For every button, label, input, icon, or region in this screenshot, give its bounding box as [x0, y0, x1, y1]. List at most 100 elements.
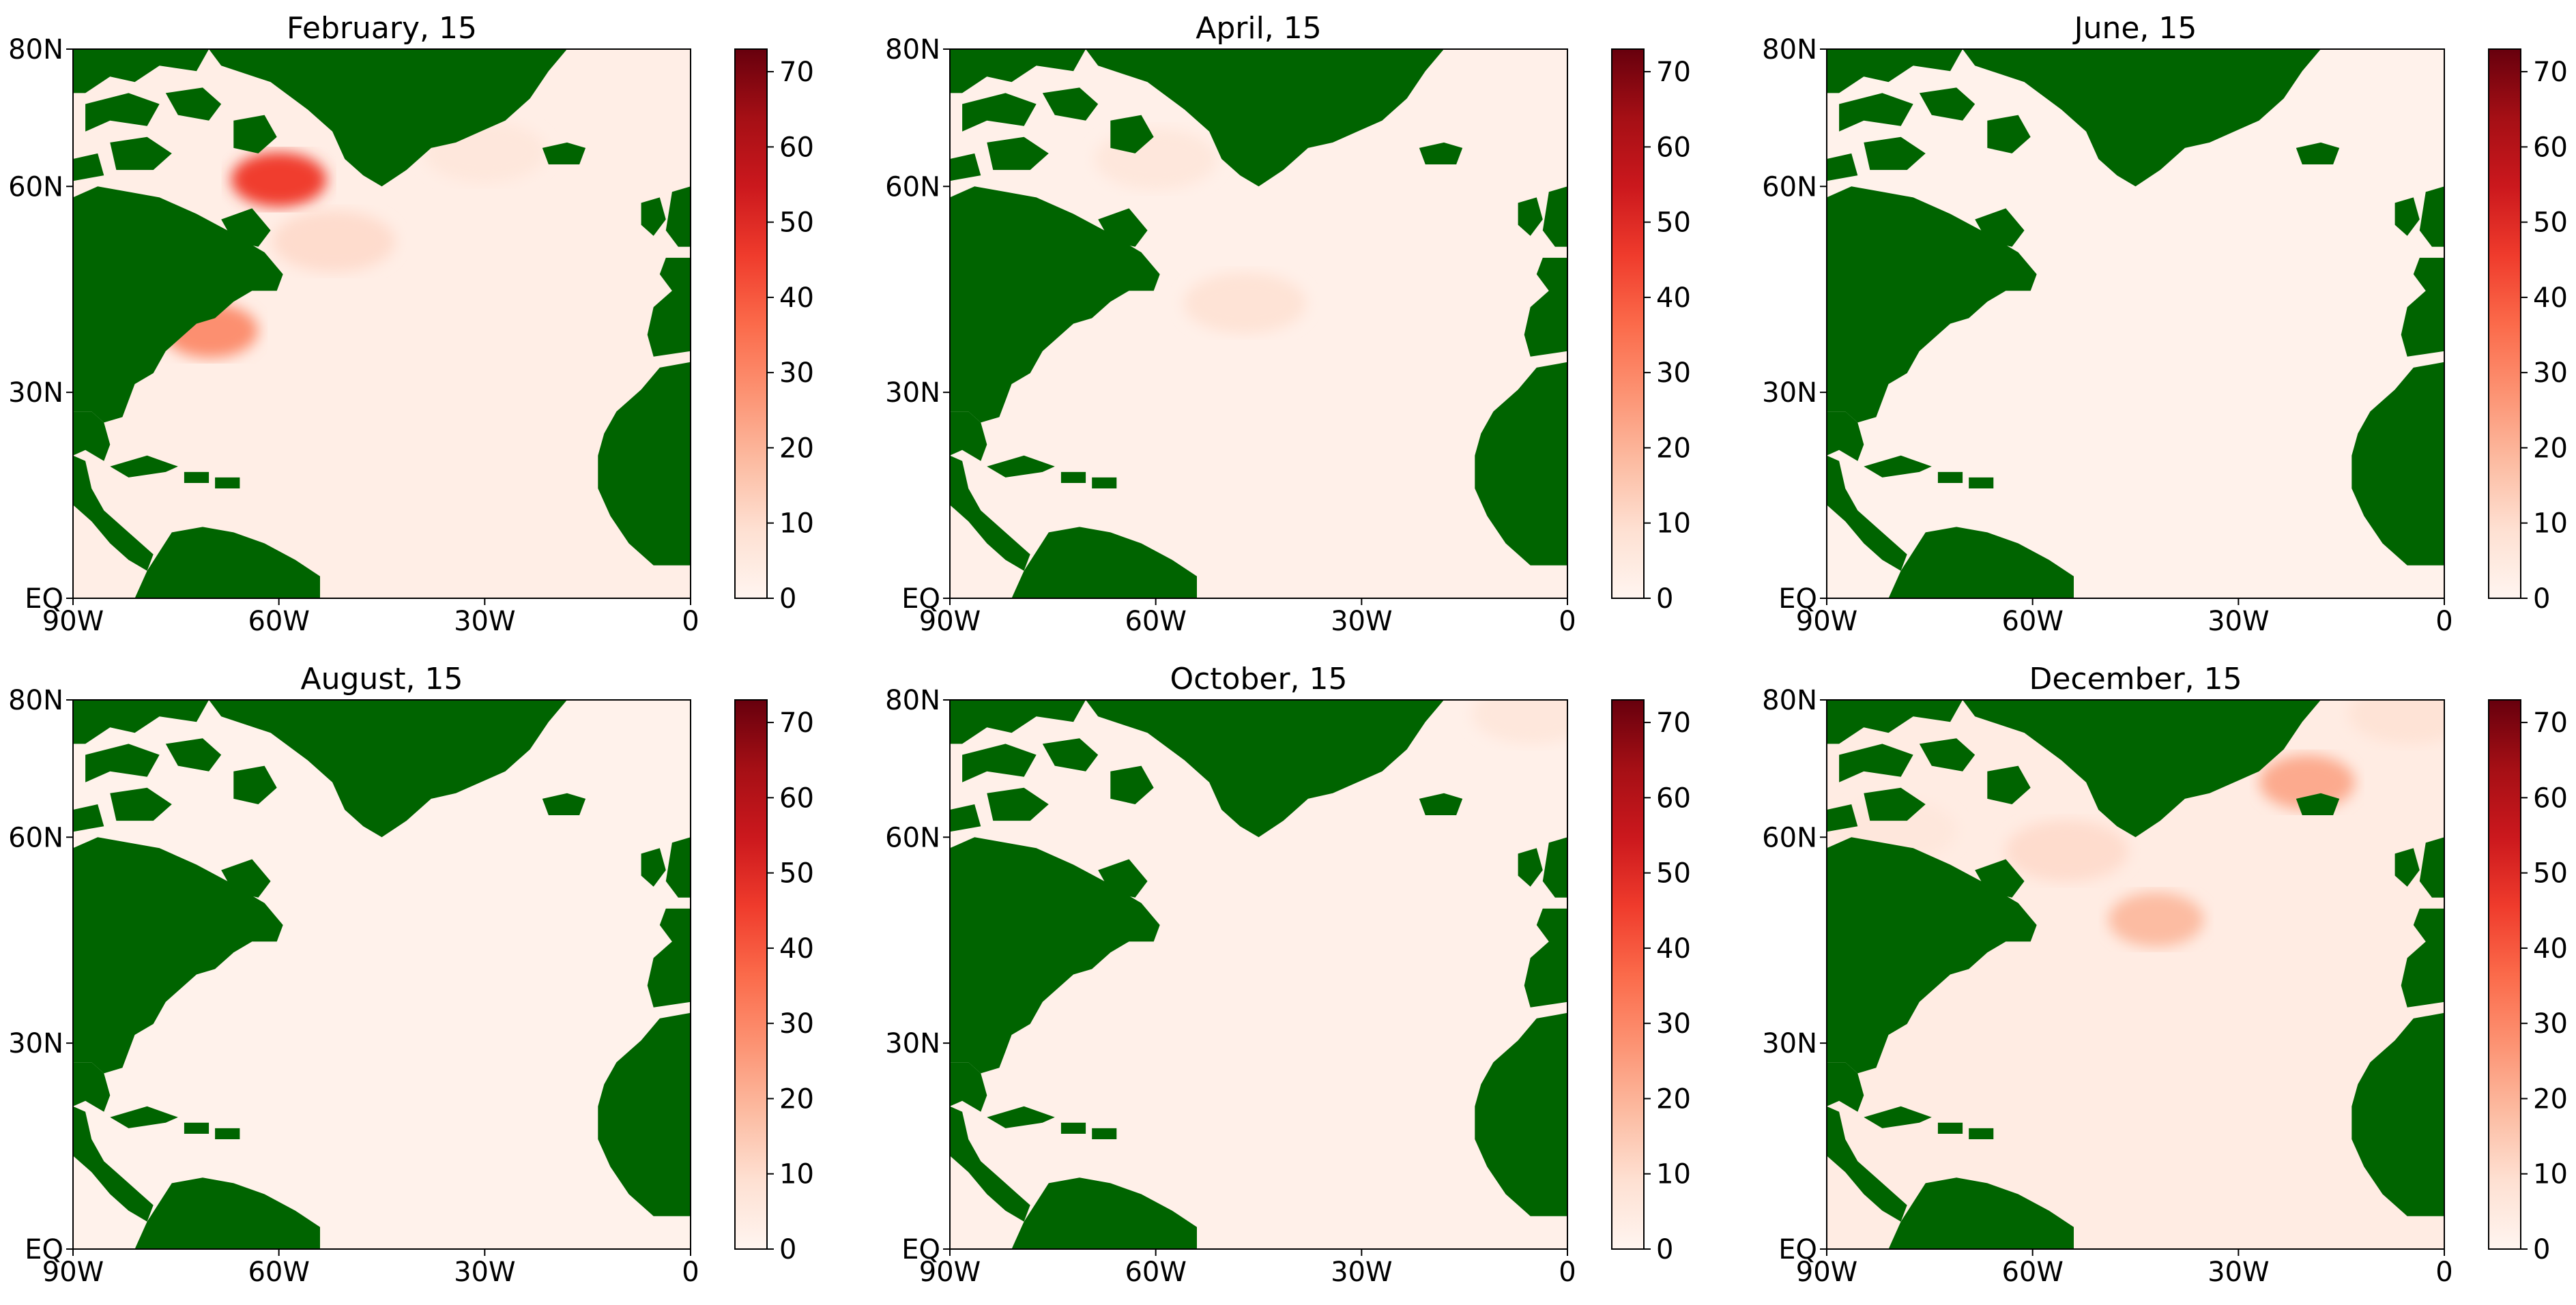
land-mass [950, 49, 1086, 93]
land-mass [165, 738, 222, 772]
land-mass [641, 197, 666, 236]
land-mass [665, 837, 691, 898]
land-mass [950, 1106, 1030, 1222]
y-tick-label: 80N [1762, 34, 1817, 65]
colorbar-tick-label: 60 [779, 132, 814, 163]
map-plot-area [1827, 49, 2444, 598]
land-mass [950, 455, 1030, 571]
land-mass [209, 49, 568, 187]
colorbar-tick-label: 40 [779, 933, 814, 965]
panel-june: June, 15 90W 60W 30W 0 EQ 30N 60N 80N 0 10 20 30 40 50… [1762, 11, 2568, 637]
plot-frame [72, 48, 691, 599]
y-tick-label: EQ [25, 583, 63, 615]
land-mass [110, 1106, 178, 1128]
y-tick-label: 60N [8, 171, 63, 203]
colorbar [734, 699, 768, 1250]
plot-frame [1826, 48, 2445, 599]
land-mass [1827, 455, 1907, 571]
land-mass [73, 804, 104, 832]
x-tick-label: 30W [1331, 606, 1392, 637]
land-mass [1827, 153, 1858, 181]
x-tick-label: 90W [1796, 1257, 1857, 1288]
x-tick-label: 30W [2208, 606, 2269, 637]
land-mass [1969, 477, 1994, 488]
y-tick-label: EQ [1778, 1234, 1817, 1265]
colorbar-tick-label: 40 [779, 282, 814, 314]
y-tick-label: EQ [1778, 583, 1817, 615]
panel-october: October, 15 90W 60W 30W 0 EQ 30N 60N 80N 0 10 20 30 4… [885, 662, 1691, 1288]
land-mass [2351, 1012, 2444, 1216]
y-tick-label: 30N [1762, 377, 1817, 409]
colorbar-tick-label: 0 [2533, 583, 2550, 615]
x-tick-label: 0 [2435, 1257, 2452, 1288]
colorbar-tick-label: 0 [2533, 1234, 2550, 1265]
land-mass [1092, 477, 1117, 488]
hotspot-mark [2259, 754, 2355, 810]
land-mass [215, 477, 240, 488]
land-mass [1888, 527, 2074, 598]
y-tick-label: EQ [901, 583, 940, 615]
land-mass [110, 455, 178, 478]
colorbar [2488, 48, 2521, 599]
colorbar-tick-label: 20 [779, 432, 814, 464]
land-mass [209, 700, 568, 838]
colorbar [1611, 699, 1645, 1250]
land-mass [1011, 527, 1197, 598]
colorbar-tick-label: 20 [1656, 432, 1691, 464]
land-mass [1864, 136, 1926, 171]
colorbar-tick-label: 0 [1656, 1234, 1673, 1265]
x-tick-label: 30W [454, 1257, 515, 1288]
colorbar-tick-label: 0 [779, 583, 796, 615]
land-mass [2296, 793, 2340, 815]
x-tick-label: 60W [248, 606, 309, 637]
colorbar-tick-label: 50 [1656, 858, 1691, 890]
land-mass [73, 153, 104, 181]
land-mass [1827, 411, 1864, 461]
land-mass [221, 859, 271, 898]
x-tick-label: 0 [682, 1257, 699, 1288]
y-tick-label: EQ [901, 1234, 940, 1265]
panel-title: June, 15 [2072, 11, 2197, 46]
colorbar-tick-label: 50 [1656, 207, 1691, 239]
colorbar-tick-label: 40 [2533, 282, 2568, 314]
x-tick-label: 60W [1125, 606, 1186, 637]
colorbar-tick-label: 50 [779, 858, 814, 890]
land-mass [1086, 49, 1444, 187]
colorbar-tick-label: 60 [1656, 782, 1691, 814]
land-mass [950, 1062, 987, 1112]
colorbar-tick-label: 30 [2533, 1008, 2568, 1040]
land-mass [73, 700, 209, 744]
land-mass [1827, 1106, 1907, 1222]
land-mass [1086, 700, 1444, 838]
colorbar-tick-label: 30 [1656, 357, 1691, 389]
land-mass [233, 115, 277, 153]
land-mass [1042, 87, 1099, 121]
land-mass [1518, 197, 1543, 236]
land-mass [1827, 186, 2037, 423]
land-mass [987, 787, 1049, 821]
colorbar-tick-label: 30 [779, 1008, 814, 1040]
colorbar-tick-label: 10 [779, 508, 814, 540]
x-tick-label: 60W [2001, 1257, 2063, 1288]
colorbar-tick-label: 20 [779, 1083, 814, 1115]
y-tick-label: 80N [8, 685, 63, 716]
y-tick-label: EQ [25, 1234, 63, 1265]
land-mass [1060, 471, 1086, 483]
colorbar-tick-label: 10 [1656, 1159, 1691, 1190]
colorbar [1611, 48, 1645, 599]
land-mass [542, 142, 586, 164]
colorbar-tick-label: 10 [1656, 508, 1691, 540]
hotspot-mark [231, 152, 327, 207]
x-tick-label: 90W [1796, 606, 1857, 637]
land-mass [2394, 848, 2420, 887]
panel-title: August, 15 [301, 662, 463, 697]
y-tick-label: 60N [885, 171, 940, 203]
land-mass [950, 700, 1086, 744]
y-tick-label: 60N [1762, 822, 1817, 853]
colorbar-tick-label: 30 [1656, 1008, 1691, 1040]
land-mass [1542, 186, 1567, 247]
land-mass [1919, 87, 1976, 121]
land-mass [2401, 257, 2444, 357]
land-mass [1975, 859, 2025, 898]
colorbar [734, 48, 768, 599]
